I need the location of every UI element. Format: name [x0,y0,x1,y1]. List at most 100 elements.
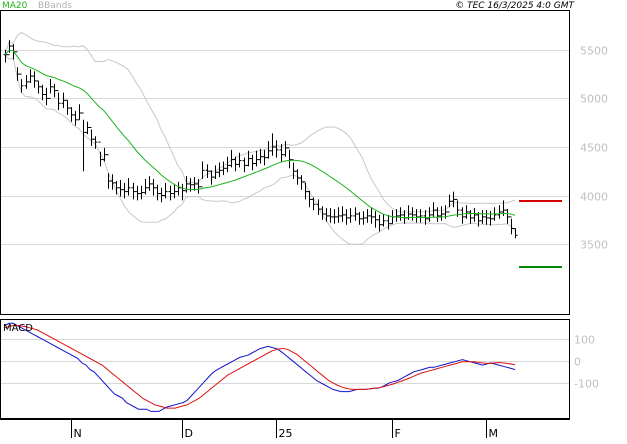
price-bar [52,83,57,98]
price-bar [344,209,349,225]
macd-lines [4,322,516,412]
x-tick-label: M [489,427,499,440]
price-bar [77,104,82,121]
price-bar [472,208,477,222]
macd-series-signal [4,325,516,409]
price-bar [213,165,218,179]
price-bar [386,214,391,230]
price-bar [464,205,469,219]
price-bar [505,209,510,224]
price-axis-ticks: 5500 5000 4500 4000 3500 [580,45,608,252]
price-bar [163,182,168,199]
price-bar [258,148,263,164]
price-bar [126,178,131,196]
x-axis: N D 25 F M [0,419,570,440]
x-tick-label: 25 [279,427,293,440]
price-bar [242,157,247,173]
price-bar [476,212,481,227]
price-bar [114,181,119,195]
price-tick-label: 4500 [580,142,608,155]
price-bar [320,206,325,220]
price-bar [65,99,70,115]
price-bar [209,170,214,185]
ma20-line [4,49,516,219]
price-bar [93,136,98,149]
price-bar [151,179,156,196]
price-bar [135,185,140,201]
price-bar [69,107,74,122]
price-bar [348,208,353,223]
ma20-path [4,49,516,219]
price-bar [373,211,378,228]
price-bar [377,214,382,232]
price-bar [361,211,366,225]
price-bar [439,206,444,221]
price-tick-label: 5500 [580,45,608,58]
price-bar [381,214,386,227]
price-bar [435,207,440,222]
price-bar [32,71,37,88]
price-bar [233,156,238,172]
price-bar [196,179,201,194]
price-bar [332,209,337,224]
price-bar [28,69,33,83]
price-bar [168,185,173,201]
macd-tick-label: 0 [574,356,581,369]
price-bar [147,176,152,191]
price-bar [246,150,251,167]
price-bar [295,169,300,185]
price-bar [480,210,485,224]
price-bar [139,185,144,200]
price-bar [270,133,275,156]
price-bar [229,149,234,168]
price-bar [324,208,329,222]
level-markers [519,200,562,268]
price-bar [451,191,456,208]
macd-panel: 100 0 -100 MACD [0,319,599,419]
price-bar [287,147,292,169]
price-bar [336,207,341,223]
price-bar [24,75,29,89]
macd-panel-label: MACD [3,323,33,334]
price-panel: 5500 5000 4500 4000 3500 [0,10,608,315]
price-bar [357,212,362,225]
price-bar [73,111,78,126]
price-bar [250,154,255,171]
price-bar [85,121,90,135]
price-bar [40,84,45,101]
macd-panel-frame [0,319,570,419]
x-tick-label: F [395,427,401,440]
price-bar [291,159,296,179]
price-bar [110,174,115,190]
price-bar [447,194,452,213]
price-bar [48,79,53,99]
price-bar [237,152,242,168]
price-bar [61,92,66,109]
chart-credit: © TEC 16/3/2025 4:0 GMT [455,1,575,11]
price-bar [484,210,489,225]
price-bar [155,184,160,201]
price-panel-frame [0,10,570,315]
macd-tick-label: -100 [574,378,599,391]
macd-tick-label: 100 [574,334,595,347]
price-bar [311,197,316,211]
price-bar [98,141,103,167]
price-bar [427,207,432,222]
price-bar [200,161,205,188]
price-bar [44,87,49,106]
price-bar [316,199,321,215]
price-bar [460,207,465,224]
price-bar [279,144,284,162]
price-bar [431,202,436,217]
price-bar [172,183,177,199]
price-bar [19,73,24,93]
price-bar [159,187,164,203]
price-bar [102,147,107,162]
price-bar [266,141,271,159]
price-bar [274,140,279,158]
price-bar [455,198,460,217]
bband-lower-line [4,54,516,245]
